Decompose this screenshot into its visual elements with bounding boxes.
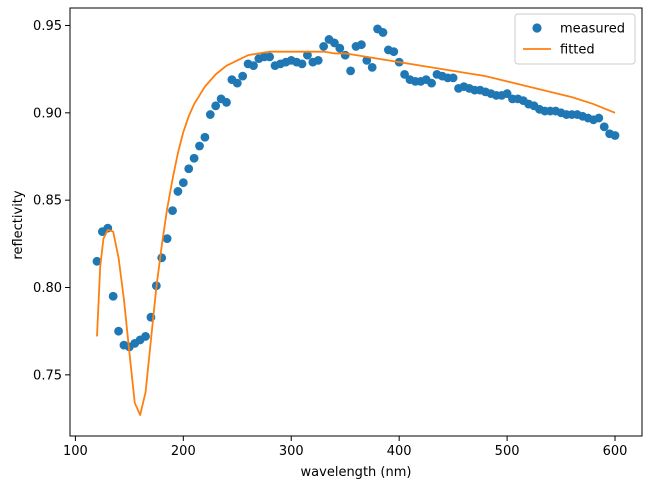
axes-layer: 100 200 300 400 500 600 0.75 0.80 0.85 0.90 0.95	[33, 7, 643, 459]
y-tick-label: 0.80	[33, 281, 62, 296]
data-point-measured	[400, 69, 409, 79]
data-point-measured	[502, 89, 512, 98]
y-tick-label: 0.95	[33, 19, 62, 34]
data-point-measured	[162, 234, 172, 244]
data-point-measured	[141, 332, 150, 341]
x-tick-label: 100	[63, 444, 88, 459]
legend-label-fitted: fitted	[560, 43, 595, 58]
legend-box	[514, 13, 636, 65]
data-point-measured	[114, 326, 123, 336]
data-point-measured	[378, 28, 388, 37]
data-point-measured	[313, 56, 323, 65]
axes-frame	[69, 7, 643, 437]
data-point-measured	[205, 110, 215, 119]
legend: measured fitted	[514, 13, 636, 65]
data-point-measured	[178, 178, 188, 188]
data-point-measured	[184, 164, 194, 174]
data-point-measured	[108, 291, 118, 301]
data-point-measured	[346, 66, 355, 76]
data-point-measured	[232, 78, 242, 88]
data-point-measured	[249, 61, 258, 71]
data-point-measured	[335, 43, 345, 53]
data-point-measured	[330, 38, 339, 48]
data-point-measured	[238, 71, 248, 81]
x-tick-label: 200	[171, 444, 196, 459]
series-line-fitted	[96, 50, 616, 416]
data-point-measured	[389, 47, 399, 57]
data-point-measured	[195, 141, 204, 151]
data-point-measured	[265, 52, 275, 62]
y-tick-label: 0.90	[33, 106, 62, 121]
y-tick-label: 0.75	[33, 368, 62, 383]
x-tick-label: 600	[603, 444, 628, 459]
y-axis-label: reflectivity	[11, 190, 26, 260]
x-tick-label: 500	[495, 444, 520, 459]
data-point-measured	[599, 122, 609, 132]
legend-marker-measured	[532, 23, 542, 33]
data-point-measured	[200, 132, 210, 142]
x-tick-label: 300	[279, 444, 304, 459]
data-point-measured	[362, 56, 372, 65]
x-axis-label: wavelength (nm)	[301, 465, 412, 480]
data-point-measured	[594, 113, 604, 123]
data-point-measured	[92, 256, 102, 266]
data-point-measured	[211, 101, 221, 111]
x-tick-label: 400	[387, 444, 412, 459]
data-point-measured	[173, 187, 183, 196]
data-point-measured	[340, 50, 350, 60]
data-point-measured	[427, 78, 436, 88]
data-point-measured	[168, 206, 177, 216]
data-point-measured	[189, 153, 199, 163]
legend-label-measured: measured	[560, 22, 625, 37]
data-point-measured	[157, 253, 167, 263]
data-point-measured	[610, 131, 620, 140]
data-point-measured	[319, 42, 329, 51]
data-point-measured	[303, 50, 312, 60]
data-point-measured	[367, 63, 377, 72]
data-point-measured	[222, 97, 231, 107]
y-tick-label: 0.85	[33, 194, 62, 209]
data-point-measured	[448, 73, 458, 83]
series-layer	[92, 24, 620, 416]
data-point-measured	[297, 59, 307, 69]
data-point-measured	[357, 40, 366, 50]
